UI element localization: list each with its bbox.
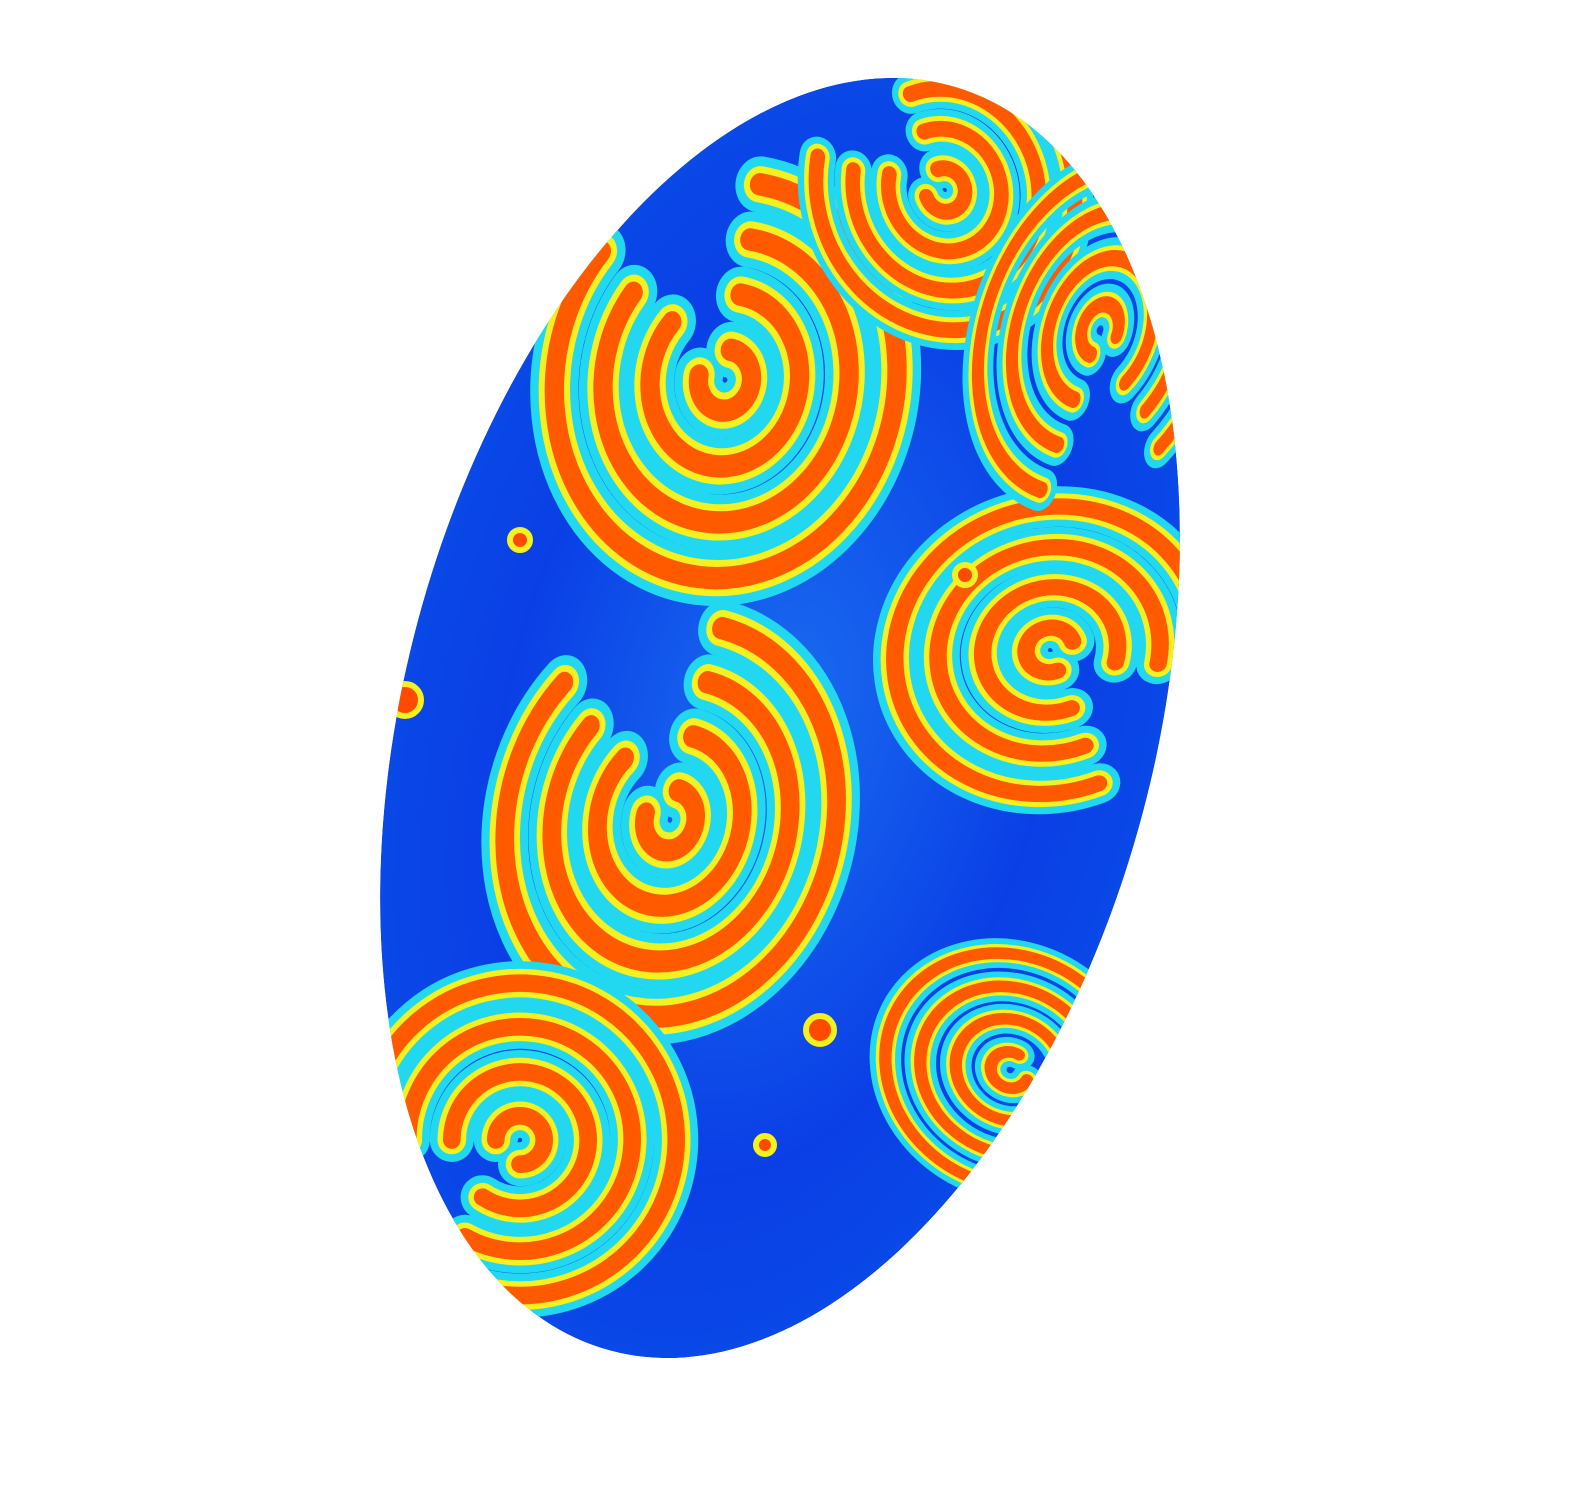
dot — [507, 527, 533, 553]
dot — [753, 1133, 777, 1157]
dots — [386, 527, 978, 1157]
dot — [803, 1013, 837, 1047]
dot — [952, 562, 978, 588]
surface — [248, 0, 1311, 1359]
dot — [386, 681, 424, 719]
patterns — [364, 13, 1265, 1296]
